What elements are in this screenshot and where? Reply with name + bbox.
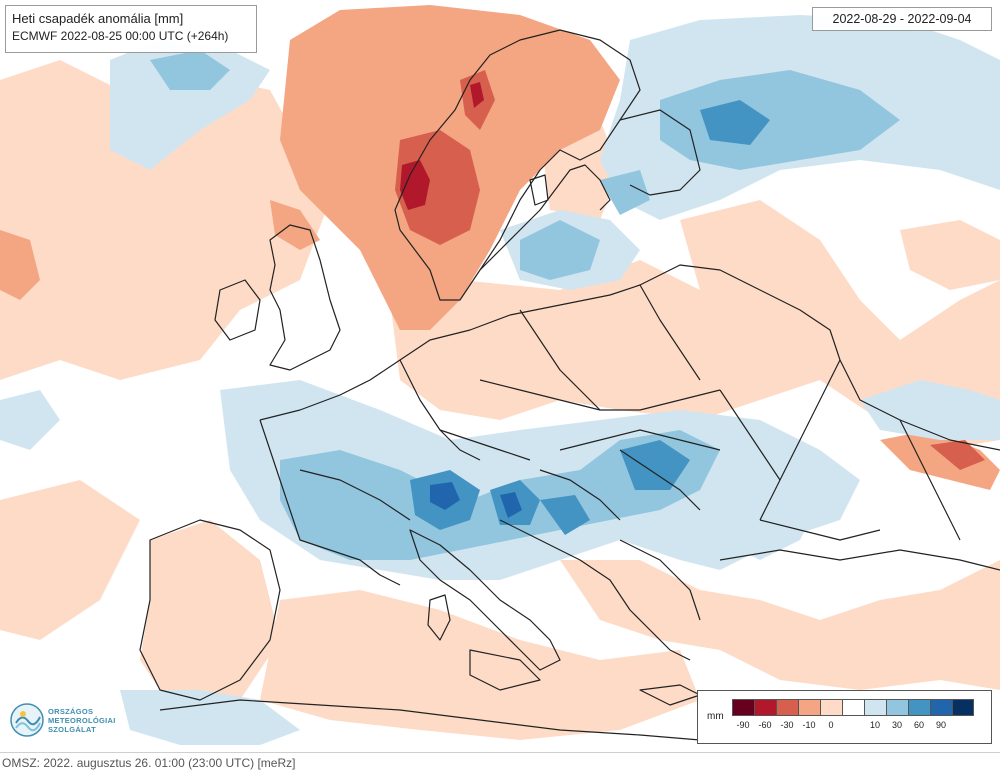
legend-unit-label: mm [707,711,724,722]
map-title: Heti csapadék anomália [mm] [12,11,184,26]
legend-tick-label: -30 [780,720,794,730]
legend-swatch [820,699,842,716]
legend-tick-label: 30 [891,720,903,730]
logo-line-2: METEOROLÓGIAI [48,716,116,725]
legend-swatch [754,699,776,716]
logo-line-1: ORSZÁGOS [48,707,94,716]
color-legend: mm -90 -60 -30 -10 0 10 30 60 90 [697,690,992,744]
legend-swatch [732,699,754,716]
legend-tick-label: 90 [935,720,947,730]
dry-extreme-areas [400,82,484,210]
map-frame: Heti csapadék anomália [mm] ECMWF 2022-0… [0,5,1000,753]
legend-swatch [952,699,974,716]
legend-tick-label: 60 [913,720,925,730]
model-run-label: ECMWF 2022-08-25 00:00 UTC (+264h) [12,29,229,43]
legend-tick-label: -60 [758,720,772,730]
date-range-box: 2022-08-29 - 2022-09-04 [812,7,992,31]
legend-swatch [908,699,930,716]
date-range-label: 2022-08-29 - 2022-09-04 [832,12,972,26]
legend-tick-label: 0 [828,720,834,730]
legend-swatch-row [732,699,974,716]
omsz-logo-icon [10,703,44,737]
omsz-logo-text: ORSZÁGOS METEOROLÓGIAI SZOLGÁLAT [48,707,116,734]
omsz-logo: ORSZÁGOS METEOROLÓGIAI SZOLGÁLAT [8,701,133,743]
precipitation-anomaly-map [0,5,1000,745]
country-borders [139,29,1000,741]
logo-line-3: SZOLGÁLAT [48,725,96,734]
map-title-box: Heti csapadék anomália [mm] ECMWF 2022-0… [5,5,257,53]
wet-strong-areas [410,100,770,535]
legend-tick-label: -10 [802,720,816,730]
legend-tick-label: -90 [736,720,750,730]
footer-caption: OMSZ: 2022. augusztus 26. 01:00 (23:00 U… [2,756,296,770]
legend-swatch [864,699,886,716]
legend-swatch [798,699,820,716]
legend-swatch [776,699,798,716]
legend-swatch [930,699,952,716]
legend-swatch [886,699,908,716]
legend-swatch [842,699,864,716]
wet-extreme-areas [430,482,522,518]
legend-tick-label: 10 [869,720,881,730]
